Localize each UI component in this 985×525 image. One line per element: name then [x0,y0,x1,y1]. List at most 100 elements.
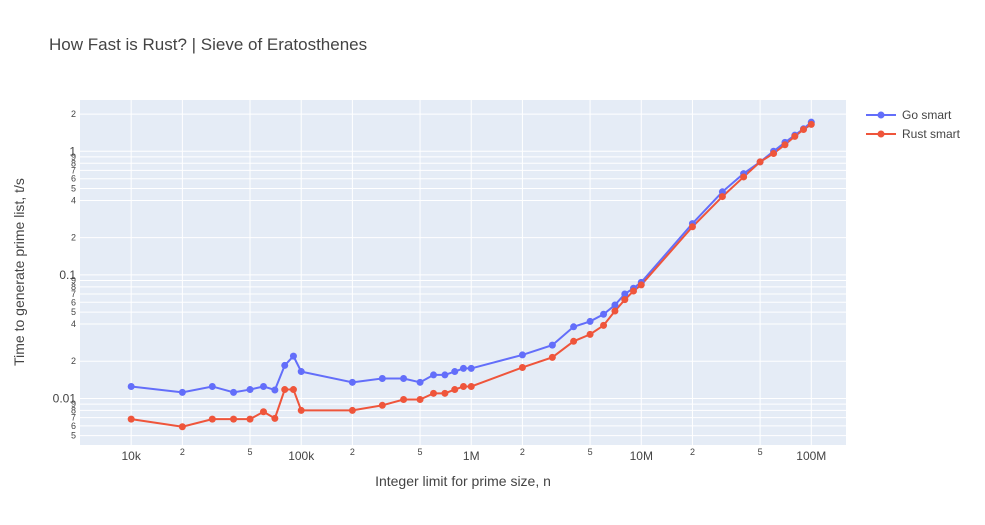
x-axis-ticks: 10k 100k 1M 10M 100M 2 5 2 5 2 5 2 5 [122,447,827,463]
data-point-go-smart[interactable] [518,351,526,359]
data-point-go-smart[interactable] [348,378,356,386]
y-tick-label: 1 [69,144,76,158]
legend-item-rust-smart[interactable]: Rust smart [866,127,961,141]
x-tick-label: 1M [463,449,480,463]
data-point-rust-smart[interactable] [289,386,297,394]
data-point-rust-smart[interactable] [629,287,637,295]
y-tick-label-minor: 6 [71,174,76,184]
legend-label-rust-smart: Rust smart [902,127,961,141]
y-tick-label-minor: 5 [71,183,76,193]
data-point-go-smart[interactable] [451,368,459,376]
x-tick-label-minor: 5 [758,447,763,457]
y-tick-label-minor: 6 [71,421,76,431]
data-point-rust-smart[interactable] [611,307,619,315]
data-point-rust-smart[interactable] [740,173,748,181]
data-point-go-smart[interactable] [297,368,305,376]
data-point-go-smart[interactable] [430,371,438,379]
data-point-go-smart[interactable] [586,317,594,325]
y-tick-label-minor: 2 [71,109,76,119]
data-point-rust-smart[interactable] [791,132,799,140]
x-tick-label-minor: 5 [418,447,423,457]
data-point-go-smart[interactable] [259,382,267,390]
data-point-rust-smart[interactable] [600,321,608,329]
y-tick-label-minor: 2 [71,356,76,366]
data-point-go-smart[interactable] [467,364,475,372]
data-point-go-smart[interactable] [400,375,408,382]
legend[interactable]: Go smart Rust smart [866,108,961,141]
data-point-rust-smart[interactable] [208,415,216,423]
data-point-go-smart[interactable] [289,352,297,360]
data-point-rust-smart[interactable] [459,382,467,390]
data-point-go-smart[interactable] [441,371,449,379]
data-point-go-smart[interactable] [570,323,578,331]
x-tick-label: 100M [796,449,826,463]
data-point-go-smart[interactable] [208,382,216,390]
data-point-go-smart[interactable] [271,386,279,394]
y-tick-label-minor: 8 [71,405,76,415]
data-point-rust-smart[interactable] [348,406,356,414]
data-point-go-smart[interactable] [459,364,467,372]
data-point-rust-smart[interactable] [178,423,186,431]
data-point-rust-smart[interactable] [246,415,254,423]
data-point-go-smart[interactable] [246,386,254,394]
data-point-rust-smart[interactable] [259,408,267,416]
data-point-rust-smart[interactable] [400,396,408,404]
data-point-rust-smart[interactable] [621,296,629,304]
data-point-rust-smart[interactable] [518,363,526,371]
data-point-rust-smart[interactable] [271,414,279,422]
data-point-go-smart[interactable] [230,388,238,396]
y-tick-label-minor: 5 [71,431,76,441]
data-point-rust-smart[interactable] [430,389,438,397]
data-point-rust-smart[interactable] [637,281,645,289]
data-point-rust-smart[interactable] [548,353,556,361]
y-tick-label-minor: 7 [71,289,76,299]
x-tick-label-minor: 2 [690,447,695,457]
data-point-rust-smart[interactable] [570,337,578,345]
y-tick-label-minor: 8 [71,282,76,292]
data-point-go-smart[interactable] [127,382,135,390]
data-point-rust-smart[interactable] [378,401,386,409]
data-point-rust-smart[interactable] [416,396,424,404]
data-point-go-smart[interactable] [548,341,556,349]
data-point-rust-smart[interactable] [770,149,778,157]
data-point-rust-smart[interactable] [441,389,449,397]
data-point-rust-smart[interactable] [688,223,696,231]
data-point-rust-smart[interactable] [756,158,764,166]
data-point-rust-smart[interactable] [281,386,289,394]
y-tick-label-minor: 4 [71,195,76,205]
data-point-rust-smart[interactable] [800,126,808,134]
legend-label-go-smart: Go smart [902,108,952,122]
data-point-go-smart[interactable] [416,378,424,386]
y-tick-label: 0.1 [59,268,76,282]
data-point-go-smart[interactable] [178,388,186,396]
data-point-rust-smart[interactable] [297,406,305,414]
data-point-go-smart[interactable] [281,361,289,369]
y-axis-title: Time to generate prime list, t/s [11,178,27,366]
data-point-rust-smart[interactable] [230,415,238,423]
data-point-rust-smart[interactable] [451,386,459,394]
x-tick-label-minor: 5 [248,447,253,457]
legend-marker-rust-smart [877,130,885,138]
data-point-go-smart[interactable] [378,375,386,382]
data-point-rust-smart[interactable] [467,382,475,390]
y-tick-label-minor: 9 [71,399,76,409]
data-point-rust-smart[interactable] [807,120,815,128]
y-tick-label-minor: 9 [71,152,76,162]
legend-item-go-smart[interactable]: Go smart [866,108,952,122]
y-tick-label: 0.01 [53,391,77,405]
data-point-go-smart[interactable] [621,290,629,298]
data-point-rust-smart[interactable] [718,193,726,201]
y-tick-label-minor: 8 [71,158,76,168]
data-point-rust-smart[interactable] [586,330,594,338]
data-point-go-smart[interactable] [600,310,608,318]
x-tick-label: 10M [630,449,653,463]
data-point-go-smart[interactable] [611,301,619,309]
x-tick-label: 100k [288,449,315,463]
data-point-rust-smart[interactable] [781,141,789,149]
y-tick-label-minor: 5 [71,307,76,317]
x-tick-label-minor: 2 [180,447,185,457]
chart-title: How Fast is Rust? | Sieve of Eratosthene… [49,35,367,54]
data-point-rust-smart[interactable] [127,415,135,423]
